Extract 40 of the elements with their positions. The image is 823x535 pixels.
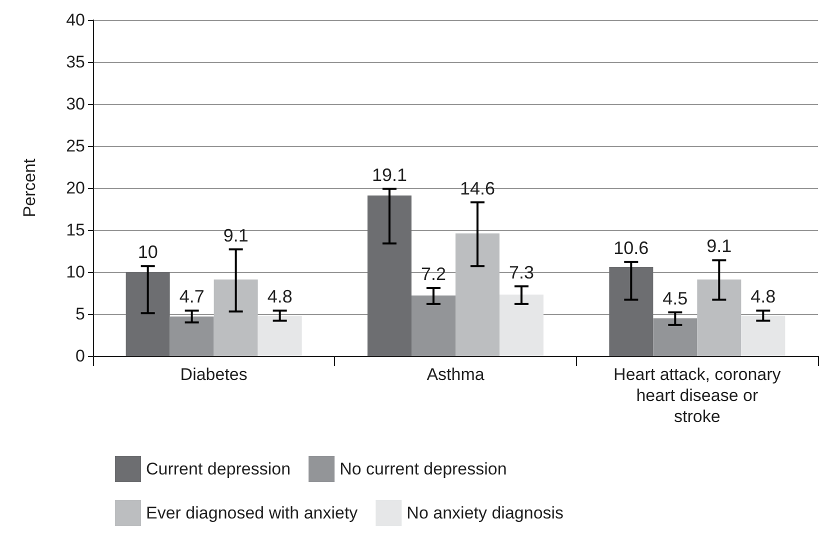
data-label: 9.1	[706, 236, 732, 256]
y-tick-label: 35	[66, 52, 85, 72]
y-tick-label: 20	[66, 178, 85, 198]
bar	[741, 316, 786, 356]
data-label: 4.8	[750, 286, 776, 307]
bar	[214, 280, 258, 356]
legend-label: Ever diagnosed with anxiety	[146, 504, 358, 522]
bar	[500, 294, 544, 356]
bar	[697, 280, 742, 356]
data-label: 4.8	[267, 286, 292, 307]
y-tick-label: 25	[66, 136, 85, 156]
data-label: 4.7	[179, 286, 204, 307]
data-label: 19.1	[372, 164, 408, 185]
data-label: 4.5	[662, 288, 688, 308]
legend-label: No current depression	[340, 460, 507, 478]
bar	[126, 272, 170, 356]
bar	[368, 196, 412, 356]
data-label: 10	[138, 242, 158, 262]
x-tick-label: Asthma	[426, 365, 485, 384]
x-tick-label: Heart attack, coronary heart disease or stroke	[614, 365, 782, 426]
bar	[653, 318, 698, 356]
legend-label: Current depression	[146, 460, 291, 478]
y-axis-title: Percent	[20, 158, 39, 218]
x-tick-label: Diabetes	[180, 365, 248, 384]
data-label: 10.6	[614, 238, 649, 258]
y-tick-label: 0	[76, 346, 85, 366]
bar	[456, 233, 500, 356]
data-label: 14.6	[460, 178, 496, 198]
y-tick-label: 15	[66, 220, 85, 240]
y-tick-label: 40	[66, 10, 85, 30]
data-label: 7.2	[420, 264, 446, 284]
data-label: 7.3	[508, 262, 534, 282]
y-tick-label: 5	[76, 304, 85, 324]
y-tick-label: 30	[66, 94, 85, 114]
bar	[412, 296, 456, 356]
bar	[609, 266, 654, 356]
y-tick-label: 10	[66, 262, 85, 282]
bar	[258, 316, 302, 356]
legend-label: No anxiety diagnosis	[406, 504, 564, 522]
data-label: 9.1	[223, 225, 248, 246]
